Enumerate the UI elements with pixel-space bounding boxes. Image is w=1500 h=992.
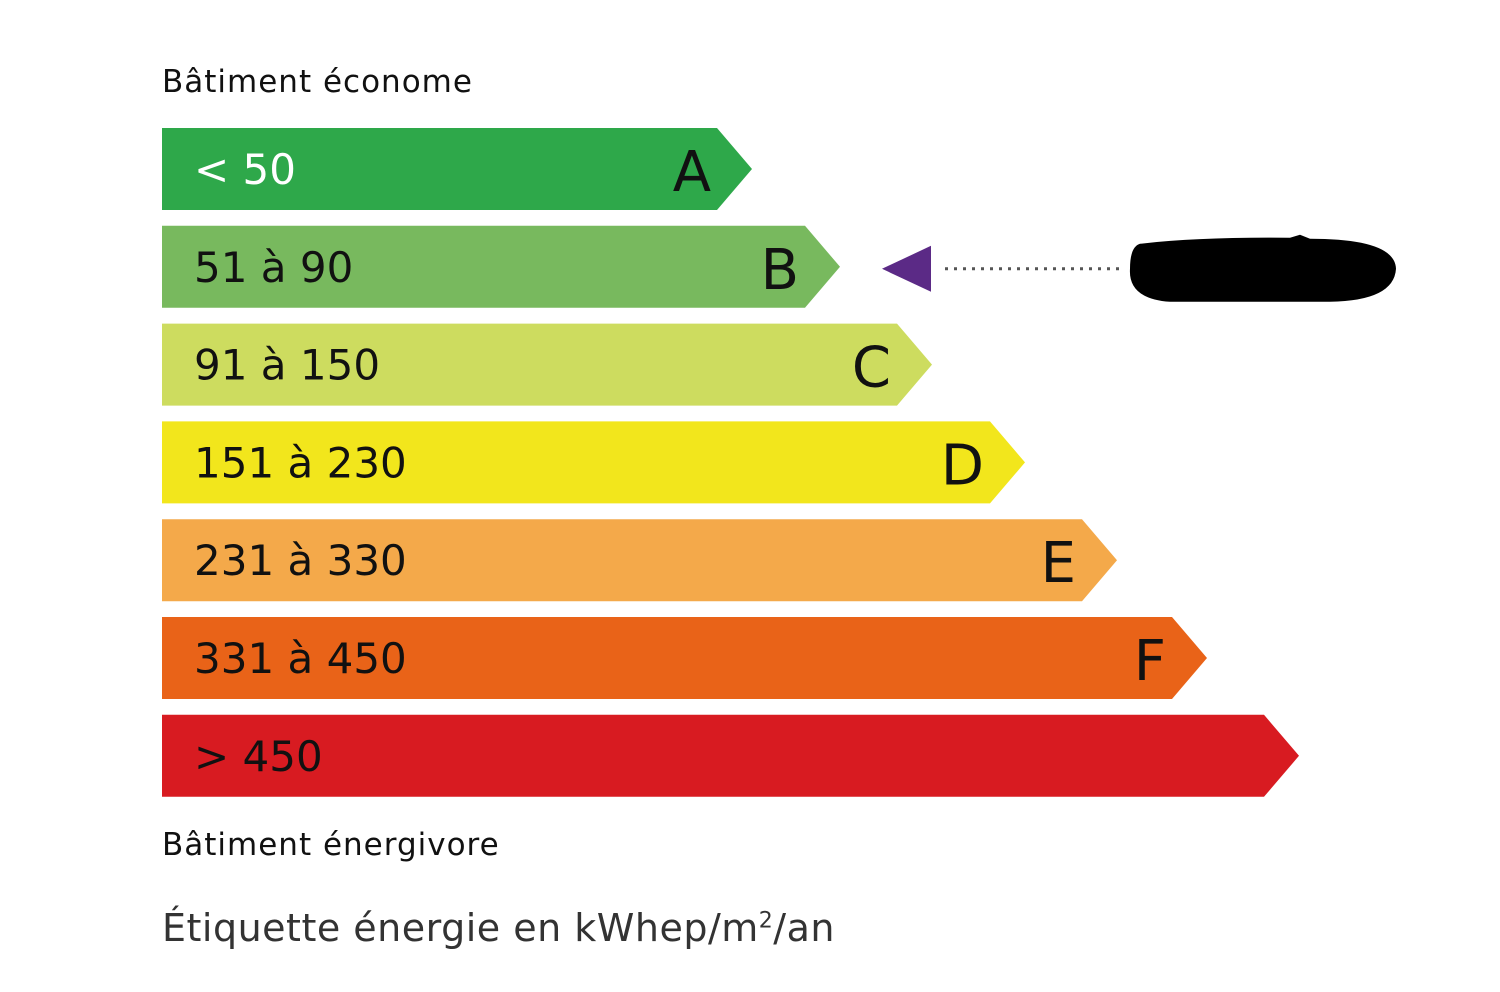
class-range: 331 à 450	[194, 634, 407, 683]
indicator-arrow-icon	[882, 245, 931, 292]
class-range: 91 à 150	[194, 341, 380, 390]
class-bar-d	[162, 421, 1025, 504]
class-bar-f	[162, 617, 1207, 699]
redacted-value-blob	[1129, 234, 1396, 302]
class-range: 151 à 230	[194, 438, 407, 487]
class-letter: A	[673, 140, 711, 205]
class-range: 51 à 90	[194, 243, 353, 292]
class-letter: E	[1041, 531, 1076, 596]
class-range: < 50	[194, 145, 296, 194]
unit-prefix: Étiquette énergie en kWhep/m	[162, 906, 759, 950]
class-range: > 450	[194, 732, 323, 781]
class-bar-a	[162, 128, 752, 210]
top-caption: Bâtiment économe	[162, 64, 473, 100]
class-letter: B	[761, 238, 799, 303]
class-letter: D	[941, 433, 984, 498]
class-bar-b	[162, 225, 840, 308]
class-letter: F	[1134, 629, 1166, 694]
class-range: 231 à 330	[194, 536, 407, 585]
class-bar-e	[162, 519, 1117, 602]
class-bar-c	[162, 323, 932, 406]
unit-label: Étiquette énergie en kWhep/m2/an	[162, 906, 835, 950]
class-letter: C	[852, 336, 891, 401]
unit-suffix: /an	[773, 906, 835, 950]
bottom-caption: Bâtiment énergivore	[162, 827, 500, 863]
unit-sup: 2	[758, 908, 774, 934]
class-bar-g	[162, 714, 1299, 797]
